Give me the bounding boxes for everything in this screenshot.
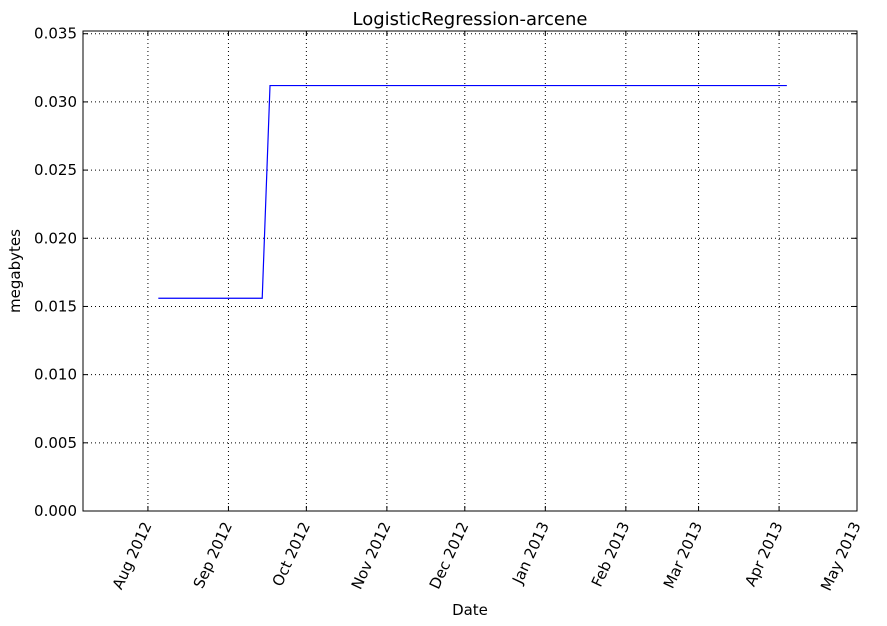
- plot-area-frame: [82, 30, 858, 512]
- y-tick-label: 0.010: [34, 366, 77, 384]
- x-tick-label: Nov 2012: [348, 519, 395, 592]
- x-tick-label: Oct 2012: [269, 519, 314, 589]
- series-line: [158, 84, 787, 299]
- x-tick-label: Aug 2012: [109, 519, 156, 592]
- y-tick-label: 0.030: [34, 93, 77, 111]
- x-tick-label: Dec 2012: [426, 519, 473, 592]
- chart-title: LogisticRegression-arcene: [353, 9, 588, 30]
- y-tick-label: 0.025: [34, 161, 77, 179]
- tick-marks: [83, 31, 858, 512]
- y-tick-label: 0.035: [34, 25, 77, 43]
- x-tick-label: Sep 2012: [190, 519, 236, 591]
- y-tick-label: 0.000: [34, 502, 77, 520]
- y-tick-label: 0.015: [34, 297, 77, 315]
- y-tick-label: 0.005: [34, 434, 77, 452]
- x-tick-label: Apr 2013: [741, 519, 786, 589]
- y-axis-title: megabytes: [6, 229, 24, 313]
- x-tick-label: Mar 2013: [660, 519, 706, 591]
- x-tick-label: Feb 2013: [588, 519, 634, 590]
- x-tick-label: May 2013: [817, 519, 865, 594]
- x-axis-title: Date: [452, 601, 488, 619]
- grid-lines: [83, 31, 858, 512]
- x-tick-label: Jan 2013: [508, 519, 553, 587]
- series-layer: [158, 84, 787, 299]
- x-tick-labels: Aug 2012 Sep 2012 Oct 2012 Nov 2012 Dec 2012…: [109, 519, 865, 594]
- y-tick-label: 0.020: [34, 229, 77, 247]
- y-tick-labels: 0.000 0.005 0.010 0.015 0.020 0.025 0.030 0.035: [34, 25, 77, 520]
